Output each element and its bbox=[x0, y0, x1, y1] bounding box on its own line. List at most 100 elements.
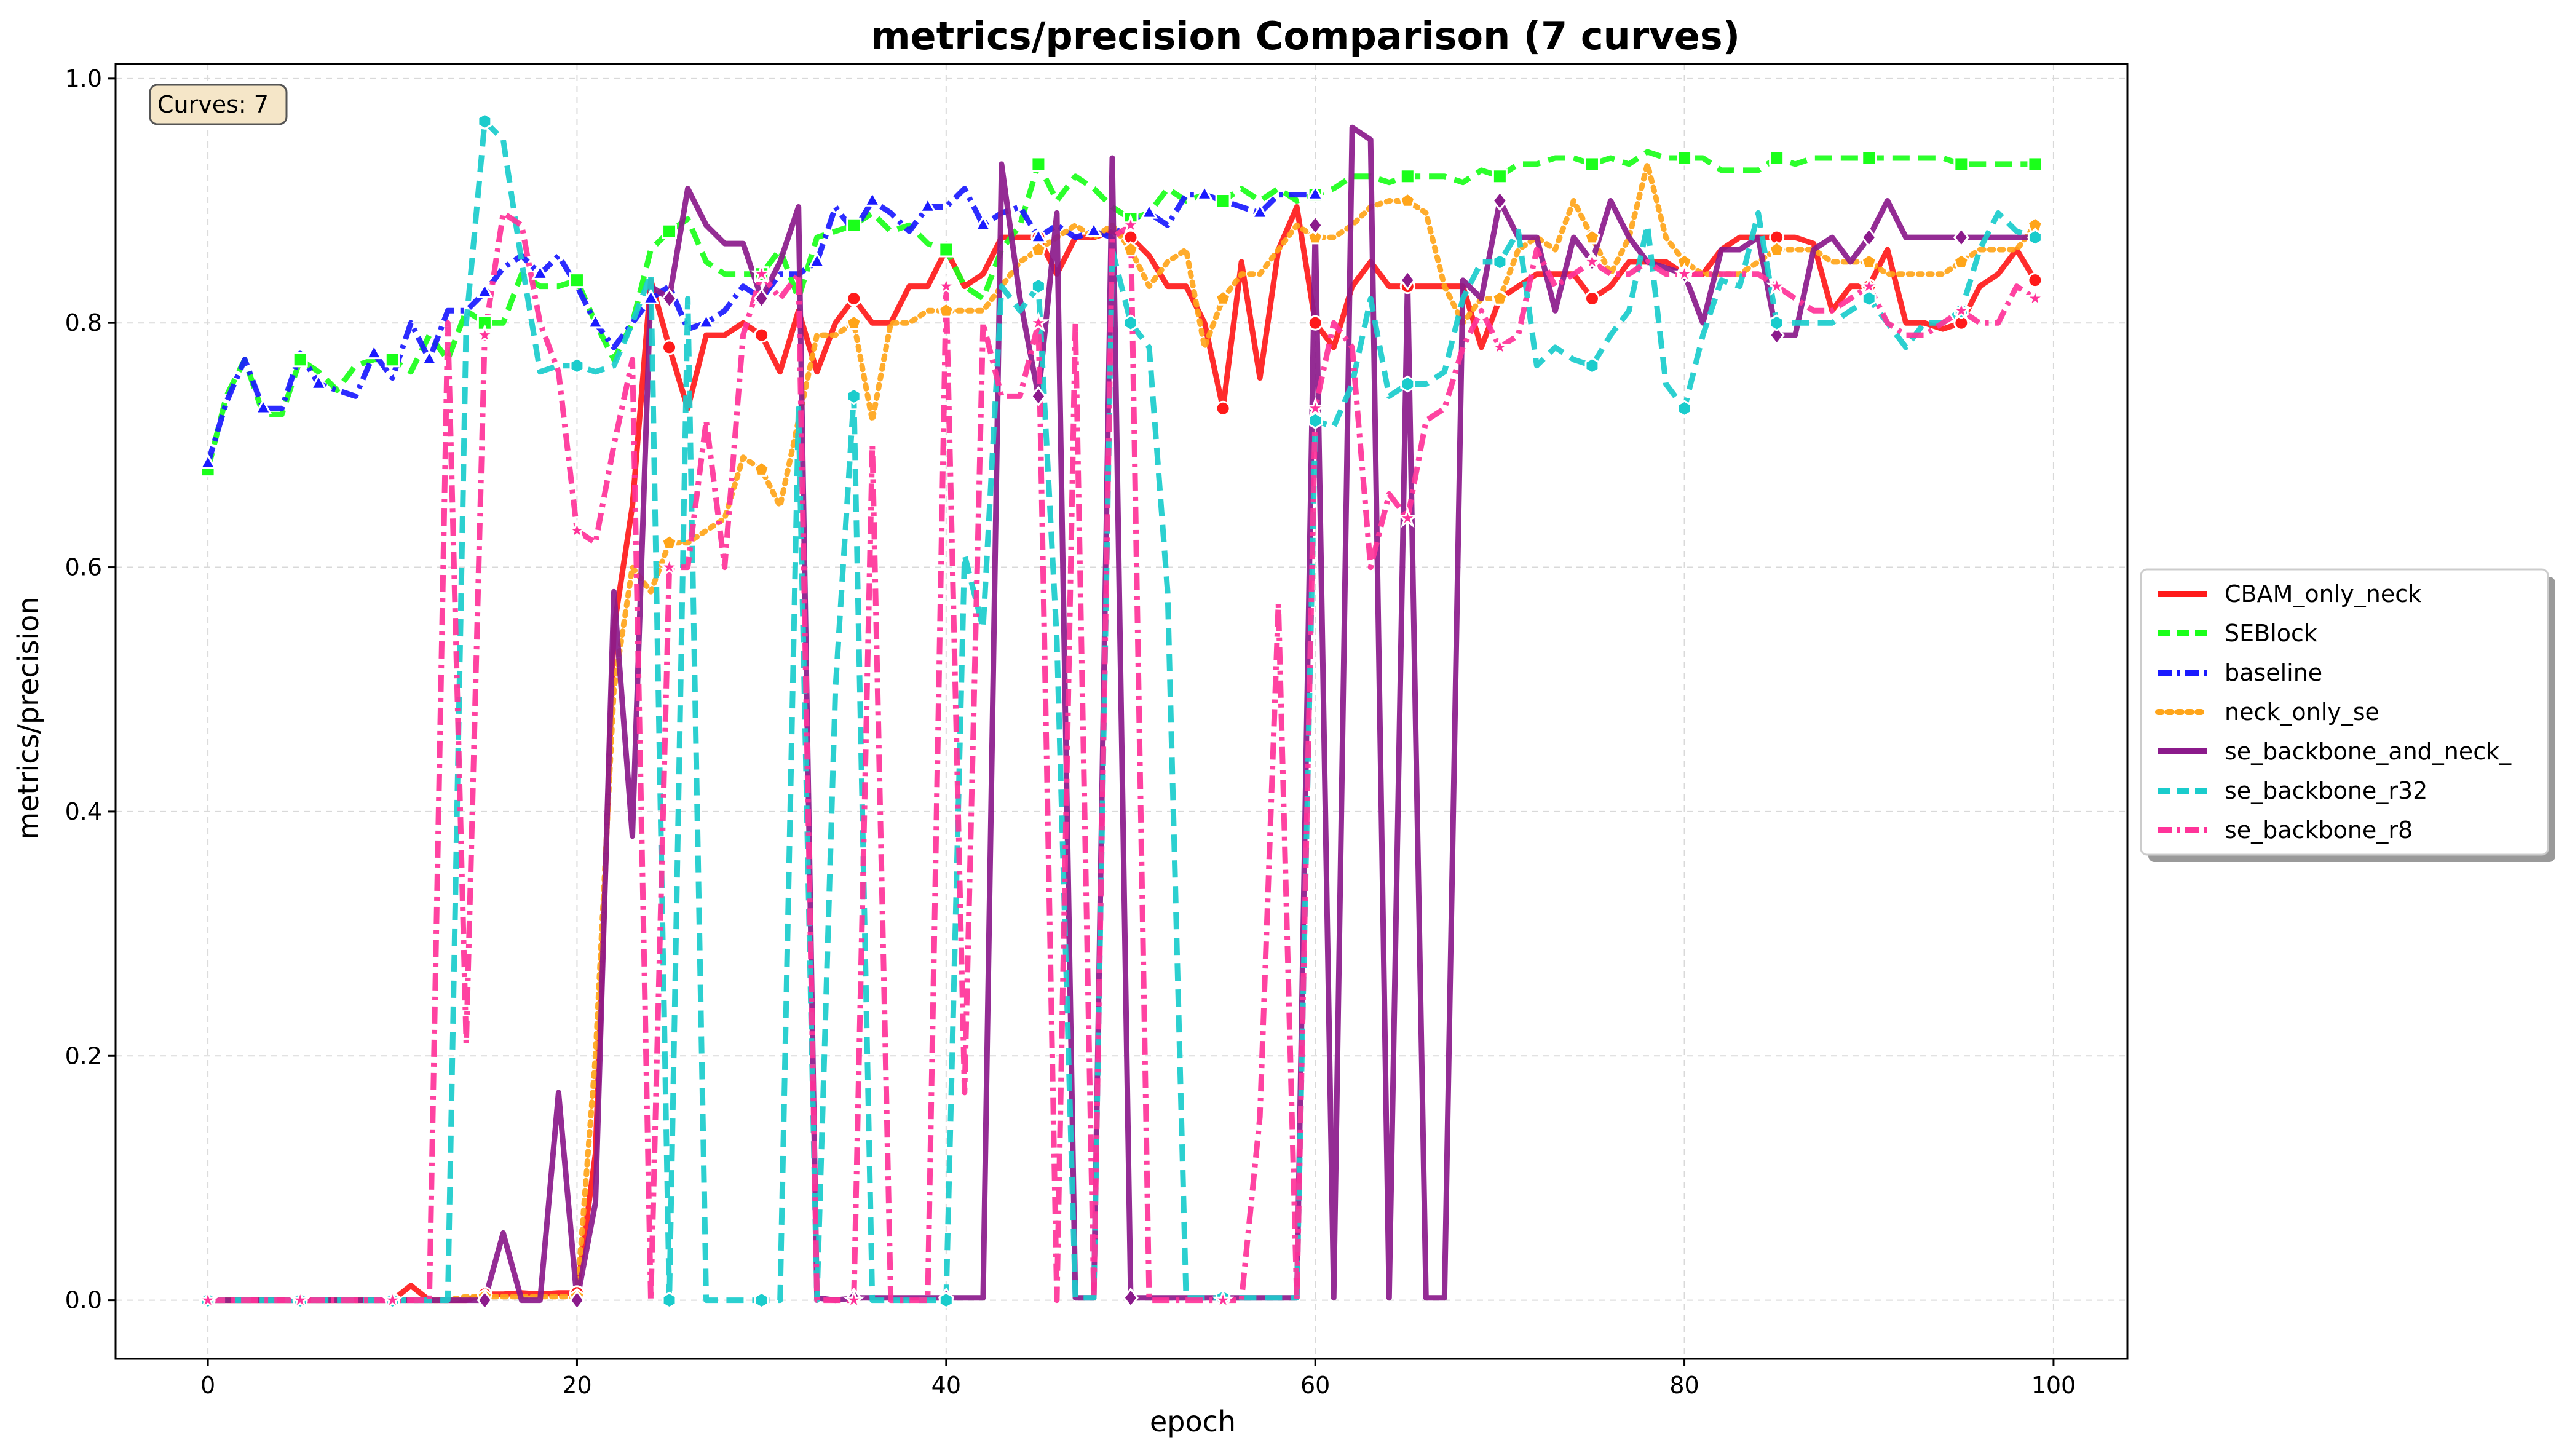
data-point bbox=[1768, 325, 1785, 346]
x-tick-label: 80 bbox=[1669, 1372, 1699, 1399]
data-point bbox=[365, 343, 383, 360]
x-tick-label: 0 bbox=[200, 1372, 215, 1399]
data-point bbox=[935, 274, 957, 296]
data-point bbox=[658, 555, 681, 577]
data-point bbox=[569, 357, 585, 374]
data-point bbox=[1307, 215, 1324, 236]
data-point bbox=[569, 1289, 585, 1311]
x-tick-label: 20 bbox=[562, 1372, 591, 1399]
data-point bbox=[1769, 150, 1785, 166]
legend-box bbox=[2140, 568, 2549, 856]
data-point bbox=[1953, 227, 1969, 248]
data-point bbox=[754, 327, 770, 343]
x-tick-label: 40 bbox=[931, 1372, 961, 1399]
series-lines bbox=[205, 118, 2038, 1304]
legend-label-seblock: SEBlock bbox=[2225, 620, 2317, 647]
data-point bbox=[288, 1288, 312, 1310]
y-tick-label: 1.0 bbox=[65, 65, 102, 92]
data-point bbox=[1030, 386, 1046, 407]
data-point bbox=[477, 1289, 493, 1311]
chart-title: metrics/precision Comparison (7 curves) bbox=[871, 14, 1740, 58]
legend-label-se-backbone-r8: se_backbone_r8 bbox=[2225, 817, 2413, 844]
data-point bbox=[808, 251, 826, 268]
y-tick-label: 0.2 bbox=[65, 1042, 102, 1069]
data-point bbox=[697, 312, 715, 329]
data-point bbox=[2027, 272, 2043, 288]
data-point bbox=[919, 197, 936, 213]
plot-frame bbox=[114, 63, 2129, 1360]
data-point bbox=[1304, 397, 1327, 418]
data-point bbox=[974, 215, 992, 231]
data-point bbox=[1492, 190, 1508, 212]
data-point bbox=[1396, 506, 1419, 528]
data-point bbox=[1492, 168, 1508, 184]
series-line-se-backbone-and-neck bbox=[208, 124, 2035, 1304]
data-point bbox=[1399, 269, 1416, 291]
data-point bbox=[1861, 150, 1877, 166]
data-point bbox=[1399, 168, 1415, 184]
data-point bbox=[2027, 156, 2043, 172]
data-point bbox=[1085, 221, 1103, 237]
data-point bbox=[1953, 253, 1970, 269]
data-point bbox=[1307, 315, 1323, 331]
series-line-baseline bbox=[205, 186, 1316, 465]
data-point bbox=[569, 272, 585, 288]
data-point bbox=[1251, 203, 1269, 219]
axis-ticks: 0 20 40 60 80 100 0.0 0.2 0.4 0.6 0.8 1.0 bbox=[65, 65, 2076, 1399]
series-line-se-backbone-r32 bbox=[208, 118, 2036, 1304]
data-point bbox=[531, 264, 549, 280]
x-tick-label: 60 bbox=[1300, 1372, 1330, 1399]
data-point bbox=[1584, 290, 1600, 306]
data-point bbox=[1215, 400, 1231, 416]
series-markers bbox=[196, 113, 2047, 1311]
x-axis-label: epoch bbox=[1150, 1405, 1236, 1438]
legend-label-neck-only-se: neck_only_se bbox=[2225, 698, 2379, 726]
data-point bbox=[1584, 156, 1600, 172]
legend: CBAM_only_neck SEBlock baseline neck_only_s… bbox=[2140, 568, 2555, 862]
data-point bbox=[753, 288, 770, 309]
data-point bbox=[754, 1291, 769, 1309]
data-point bbox=[1677, 150, 1693, 166]
data-point bbox=[1123, 1287, 1139, 1308]
data-point bbox=[473, 323, 496, 345]
data-point bbox=[310, 374, 328, 390]
data-point bbox=[1027, 311, 1050, 333]
y-tick-label: 0.8 bbox=[65, 309, 102, 336]
data-point bbox=[566, 518, 588, 540]
data-point bbox=[1950, 299, 1972, 320]
data-point bbox=[476, 282, 494, 298]
data-point bbox=[938, 1291, 954, 1309]
y-axis-label: metrics/precision bbox=[12, 596, 45, 839]
series-line-se-backbone-r8 bbox=[208, 210, 2037, 1304]
data-point bbox=[255, 398, 272, 414]
data-point bbox=[1030, 156, 1046, 172]
data-point bbox=[845, 314, 862, 330]
data-point bbox=[662, 223, 678, 239]
data-point bbox=[1399, 192, 1416, 208]
data-point bbox=[1492, 253, 1508, 271]
data-point bbox=[381, 1288, 404, 1310]
data-point bbox=[1489, 335, 1511, 357]
data-point bbox=[938, 242, 954, 258]
data-point bbox=[1400, 375, 1415, 393]
legend-label-se-backbone-r32: se_backbone_r32 bbox=[2225, 777, 2427, 804]
data-point bbox=[1195, 184, 1214, 200]
data-point bbox=[384, 352, 400, 368]
data-point bbox=[662, 1291, 677, 1309]
data-point bbox=[1581, 250, 1604, 272]
data-point bbox=[199, 453, 217, 469]
legend-label-se-backbone-and-neck: se_backbone_and_neck_ bbox=[2225, 738, 2512, 765]
data-point bbox=[642, 288, 660, 304]
data-point bbox=[1769, 314, 1784, 332]
data-point bbox=[196, 1288, 220, 1310]
data-point bbox=[662, 339, 678, 355]
data-point bbox=[863, 191, 881, 207]
data-point bbox=[846, 217, 862, 233]
data-point bbox=[753, 461, 770, 477]
data-point bbox=[846, 290, 862, 306]
data-point bbox=[938, 302, 955, 318]
data-point bbox=[1857, 274, 1880, 296]
data-point bbox=[842, 1288, 865, 1310]
data-point bbox=[292, 352, 308, 368]
